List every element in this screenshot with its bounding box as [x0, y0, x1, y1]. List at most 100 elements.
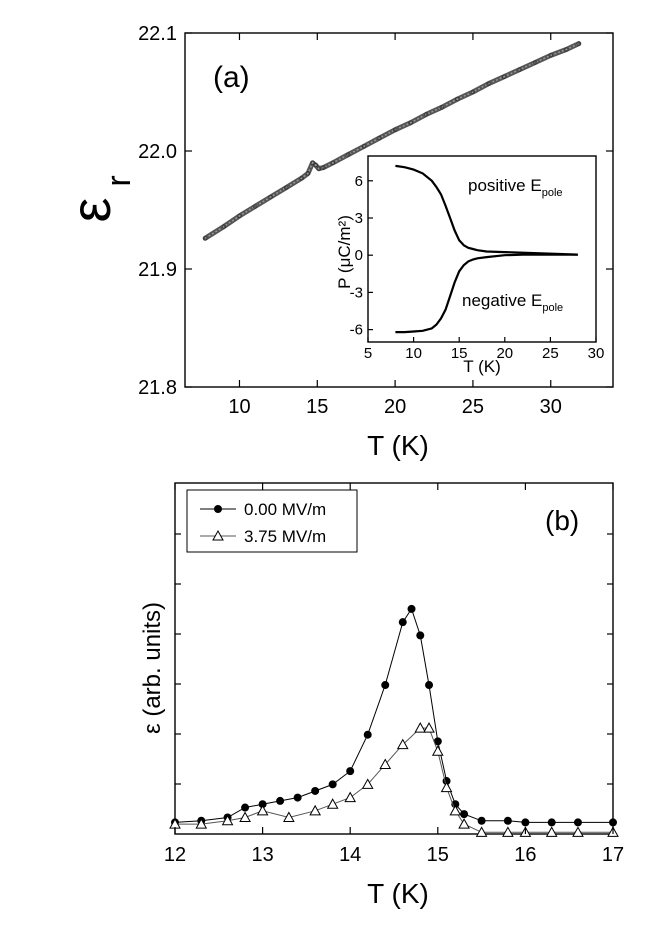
panel-a-point — [221, 224, 227, 229]
panel-b-point-filled — [258, 800, 267, 809]
panel-b-point-triangle — [431, 745, 444, 756]
panel-a-point — [305, 171, 311, 176]
panel-a-point — [470, 89, 476, 95]
panel-b-point-triangle — [221, 814, 234, 826]
inset-ytick-label: 3 — [355, 210, 363, 227]
panel-a-point — [330, 160, 336, 165]
panel-a-xtick-label: 10 — [228, 396, 250, 418]
panel-a-point — [564, 47, 569, 52]
panel-a-point — [548, 53, 553, 58]
panel-b-point-triangle — [239, 811, 251, 822]
panel-b-point-triangle — [440, 781, 453, 793]
panel-a-xlabel: T (K) — [367, 430, 429, 461]
legend-marker-0 — [214, 505, 222, 513]
panel-a-point — [316, 166, 322, 171]
panel-b-point-filled — [276, 796, 285, 805]
panel-b-xlabel: T (K) — [367, 878, 429, 909]
inset-xtick-label: 5 — [364, 345, 372, 362]
panel-b-xtick-label: 12 — [164, 844, 186, 866]
panel-b-ylabel: ε (arb. units) — [139, 602, 166, 734]
panel-b-legend: 0.00 MV/m 3.75 MV/m — [186, 489, 358, 553]
panel-b-xtick-label: 13 — [251, 844, 273, 866]
inset-xtick-label: 25 — [542, 345, 559, 362]
inset-ytick-label: 0 — [355, 247, 363, 264]
panel-b-series-line-0 — [174, 607, 613, 823]
inset-xtick-label: 10 — [405, 345, 422, 362]
legend-box — [186, 489, 358, 553]
inset-annotation-positive: positive Epole — [468, 176, 563, 199]
panel-a-point — [439, 105, 444, 110]
inset-series-1 — [395, 253, 578, 334]
legend-marker-1 — [212, 529, 224, 541]
panel-b-point-filled — [293, 793, 302, 802]
panel-a-point — [408, 120, 413, 125]
panel-b-point-filled — [609, 818, 617, 827]
panel-a-point — [517, 67, 522, 72]
panel-a-point — [576, 41, 581, 46]
panel-b-point-filled — [328, 780, 337, 789]
panel-b-point-triangle — [361, 778, 374, 789]
inset-series — [395, 164, 578, 334]
panel-b-point-filled — [381, 681, 390, 690]
panel-a-frame — [184, 32, 614, 388]
panel-a-ylabel: ε r — [59, 175, 138, 222]
panel-a-series-texture — [204, 42, 580, 239]
panel-b-point-filled — [346, 767, 355, 776]
panel-b-point-filled — [241, 803, 250, 812]
panel-a-point — [486, 81, 491, 86]
panel-b-point-triangle — [396, 738, 409, 750]
panel-b-point-triangle — [379, 758, 392, 769]
panel-b-point-triangle — [458, 818, 470, 829]
panel-b-xtick-label: 14 — [339, 844, 361, 866]
panel-b-frame — [174, 482, 614, 835]
panel-a-point — [501, 74, 507, 79]
panel-b-point-triangle — [449, 804, 462, 816]
panel-b-point-filled — [407, 604, 416, 613]
panel-a-point — [313, 162, 318, 168]
panel-a-ytick-label: 21.8 — [138, 377, 177, 399]
panel-b-point-filled — [521, 818, 530, 827]
inset-annotation-negative: negative Epole — [462, 291, 563, 314]
panel-b-point-filled — [416, 631, 425, 640]
panel-a-point — [283, 185, 289, 190]
panel-b-ticks: 12 13 14 15 16 17 — [164, 483, 624, 866]
legend-label-1: 3.75 MV/m — [244, 527, 326, 546]
panel-a-series — [202, 41, 582, 241]
panel-a-ytick-label: 21.9 — [138, 259, 177, 281]
panel-b-point-filled — [573, 818, 582, 827]
panel-b-point-triangle — [309, 804, 322, 816]
panel-a-point — [252, 204, 258, 209]
panel-b-point-triangle — [572, 826, 584, 837]
panel-a-point — [377, 135, 382, 141]
panel-a-ytick-label: 22.1 — [138, 23, 177, 45]
inset-background — [368, 156, 596, 342]
inset-series-0 — [395, 164, 578, 256]
panel-b-point-triangle — [545, 826, 558, 837]
panel-a-point — [321, 165, 326, 170]
panel-b-point-triangle — [502, 826, 514, 837]
panel-a-ylabel-sub: r — [100, 175, 138, 186]
panel-b-point-filled — [460, 810, 469, 819]
inset-ytick-label: 6 — [355, 173, 363, 190]
inset-frame — [367, 155, 597, 343]
panel-b-point-filled — [398, 618, 407, 627]
inset-ytick-label: -6 — [350, 322, 363, 339]
panel-b-series-line-1 — [175, 727, 613, 833]
inset-xtick-label: 15 — [451, 345, 468, 362]
panel-b-point-filled — [503, 816, 512, 825]
panel-b-point-triangle — [475, 826, 488, 837]
panel-b-point-triangle — [414, 722, 427, 733]
inset-ticks: 5 10 15 20 25 30 -6 -3 0 3 6 — [350, 173, 605, 362]
panel-b-point-triangle — [195, 818, 208, 829]
inset-ytick-label: -3 — [350, 284, 363, 301]
panel-a-point — [361, 144, 367, 149]
panel-b-point-triangle — [326, 798, 339, 809]
panel-a-point — [392, 127, 398, 132]
inset-xtick-label: 20 — [496, 345, 513, 362]
panel-a-point — [237, 213, 242, 219]
panel-b-point-filled — [547, 818, 556, 827]
inset-ylabel: P (μC/m²) — [335, 215, 354, 289]
panel-a-point — [299, 175, 304, 181]
